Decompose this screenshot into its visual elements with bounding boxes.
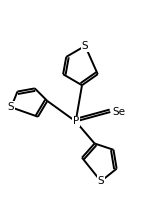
Text: P: P xyxy=(73,116,79,126)
Text: Se: Se xyxy=(112,107,125,117)
Text: S: S xyxy=(82,41,88,51)
Text: S: S xyxy=(98,176,104,186)
Text: S: S xyxy=(8,102,14,112)
